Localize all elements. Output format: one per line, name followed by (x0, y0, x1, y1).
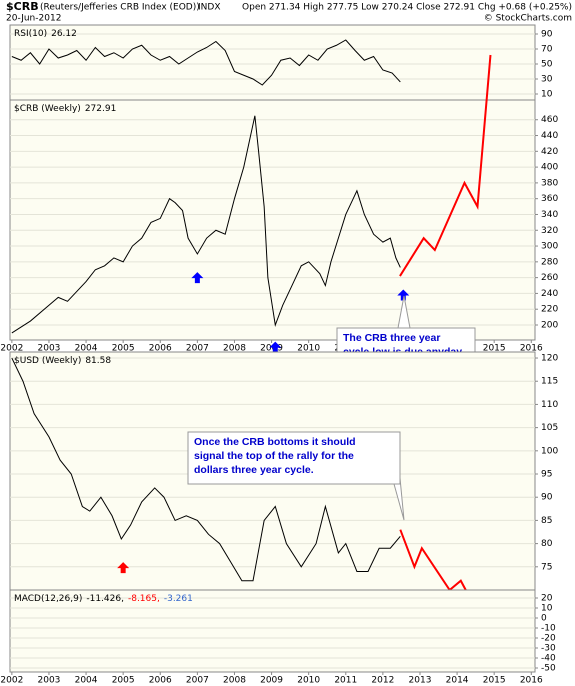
x-tick-label: 2015 (483, 676, 506, 686)
callout-text: The CRB three year (343, 332, 440, 344)
y-tick-label: 400 (541, 163, 558, 173)
x-tick-label: 2016 (520, 344, 543, 354)
x-tick-label: 2004 (75, 344, 98, 354)
description: (Reuters/Jefferies CRB Index (EOD)) (40, 3, 200, 13)
x-tick-label: 2002 (0, 344, 23, 354)
legend-name: $CRB (Weekly) (14, 104, 81, 114)
x-tick-label: 2010 (297, 676, 320, 686)
callout-text: dollars three year cycle. (194, 464, 314, 476)
x-tick-label: 2014 (446, 676, 469, 686)
x-tick-label: 2005 (112, 676, 135, 686)
y-tick-label: 260 (541, 273, 558, 283)
cycle-arrow (191, 272, 204, 284)
y-tick-label: -30 (541, 644, 556, 654)
legend-value: -3.261 (164, 594, 193, 604)
cycle-arrow (117, 562, 130, 574)
y-tick-label: 70 (541, 45, 553, 55)
x-tick-label: 2008 (223, 676, 246, 686)
y-tick-label: 300 (541, 242, 558, 252)
x-tick-label: 2006 (149, 344, 172, 354)
panel (9, 24, 536, 101)
y-tick-label: 280 (541, 257, 558, 267)
legend-label: RSI(10) 26.12 (14, 29, 77, 39)
y-tick-label: 380 (541, 178, 558, 188)
y-tick-label: 30 (541, 75, 553, 85)
cycle-arrow (269, 341, 282, 353)
cycle-arrow (397, 289, 410, 301)
x-tick-label: 2011 (334, 676, 357, 686)
x-tick-label: 2003 (38, 676, 61, 686)
x-tick-label: 2008 (223, 344, 246, 354)
legend-label: MACD(12,26,9) -11.426, -8.165, -3.261 (14, 594, 193, 604)
y-tick-label: 90 (541, 493, 553, 503)
symbol: $CRB (6, 0, 39, 13)
y-tick-label: 85 (541, 516, 552, 526)
y-tick-label: 20 (541, 594, 553, 604)
y-tick-label: 105 (541, 423, 558, 433)
legend-value: -11.426, (86, 594, 124, 604)
legend-label: $USD (Weekly) 81.58 (14, 356, 111, 366)
y-tick-label: 100 (541, 446, 558, 456)
legend-name: $USD (Weekly) (14, 356, 81, 366)
y-tick-label: 75 (541, 562, 552, 572)
y-tick-label: -20 (541, 634, 556, 644)
y-tick-label: 320 (541, 226, 558, 236)
x-tick-label: 2009 (260, 344, 283, 354)
y-tick-label: 0 (541, 614, 547, 624)
x-tick-label: 2004 (75, 676, 98, 686)
y-tick-label: 80 (541, 539, 553, 549)
callout-box (187, 431, 401, 485)
y-tick-label: -10 (541, 624, 556, 634)
source: © StockCharts.com (484, 14, 572, 24)
price-line (11, 357, 401, 582)
x-tick-label: 2007 (186, 676, 209, 686)
y-tick-label: 90 (541, 30, 553, 40)
callout-text: signal the top of the rally for the (194, 450, 354, 462)
x-tick-label: 2003 (38, 344, 61, 354)
y-tick-label: 360 (541, 194, 558, 204)
x-tick-label: 2013 (409, 676, 432, 686)
projection-line (399, 54, 492, 277)
y-tick-label: 420 (541, 147, 558, 157)
legend-name: RSI(10) (14, 29, 47, 39)
y-tick-label: 460 (541, 115, 558, 125)
x-tick-label: 2012 (371, 676, 394, 686)
y-tick-label: -40 (541, 654, 556, 664)
x-tick-label: 2015 (483, 344, 506, 354)
y-tick-label: 200 (541, 321, 558, 331)
legend-value: -8.165, (128, 594, 160, 604)
legend-value: 272.91 (85, 104, 117, 114)
y-tick-label: 115 (541, 377, 558, 387)
callout-text: Once the CRB bottoms it should (194, 436, 356, 448)
y-tick-label: 120 (541, 354, 558, 364)
legend-value: 26.12 (51, 29, 77, 39)
x-tick-label: 2009 (260, 676, 283, 686)
exchange: INDX (198, 3, 220, 13)
y-tick-label: 440 (541, 131, 558, 141)
y-tick-label: 110 (541, 400, 558, 410)
x-tick-label: 2016 (520, 676, 543, 686)
y-tick-label: 10 (541, 604, 553, 614)
x-tick-label: 2005 (112, 344, 135, 354)
date: 20-Jun-2012 (6, 14, 61, 24)
y-tick-label: 240 (541, 289, 558, 299)
x-tick-label: 2006 (149, 676, 172, 686)
legend-label: $CRB (Weekly) 272.91 (14, 104, 116, 114)
y-tick-label: 340 (541, 210, 558, 220)
x-tick-label: 2010 (297, 344, 320, 354)
y-tick-label: 50 (541, 60, 553, 70)
y-tick-label: 220 (541, 305, 558, 315)
y-tick-label: 10 (541, 90, 553, 100)
y-tick-label: 95 (541, 470, 552, 480)
price-line (11, 39, 401, 86)
legend-value: 81.58 (85, 356, 111, 366)
quote: Open 271.34 High 277.75 Low 270.24 Close… (242, 3, 572, 13)
price-line (11, 115, 401, 334)
y-tick-label: -50 (541, 664, 556, 674)
x-tick-label: 2002 (0, 676, 23, 686)
x-tick-label: 2007 (186, 344, 209, 354)
legend-name: MACD(12,26,9) (14, 594, 82, 604)
